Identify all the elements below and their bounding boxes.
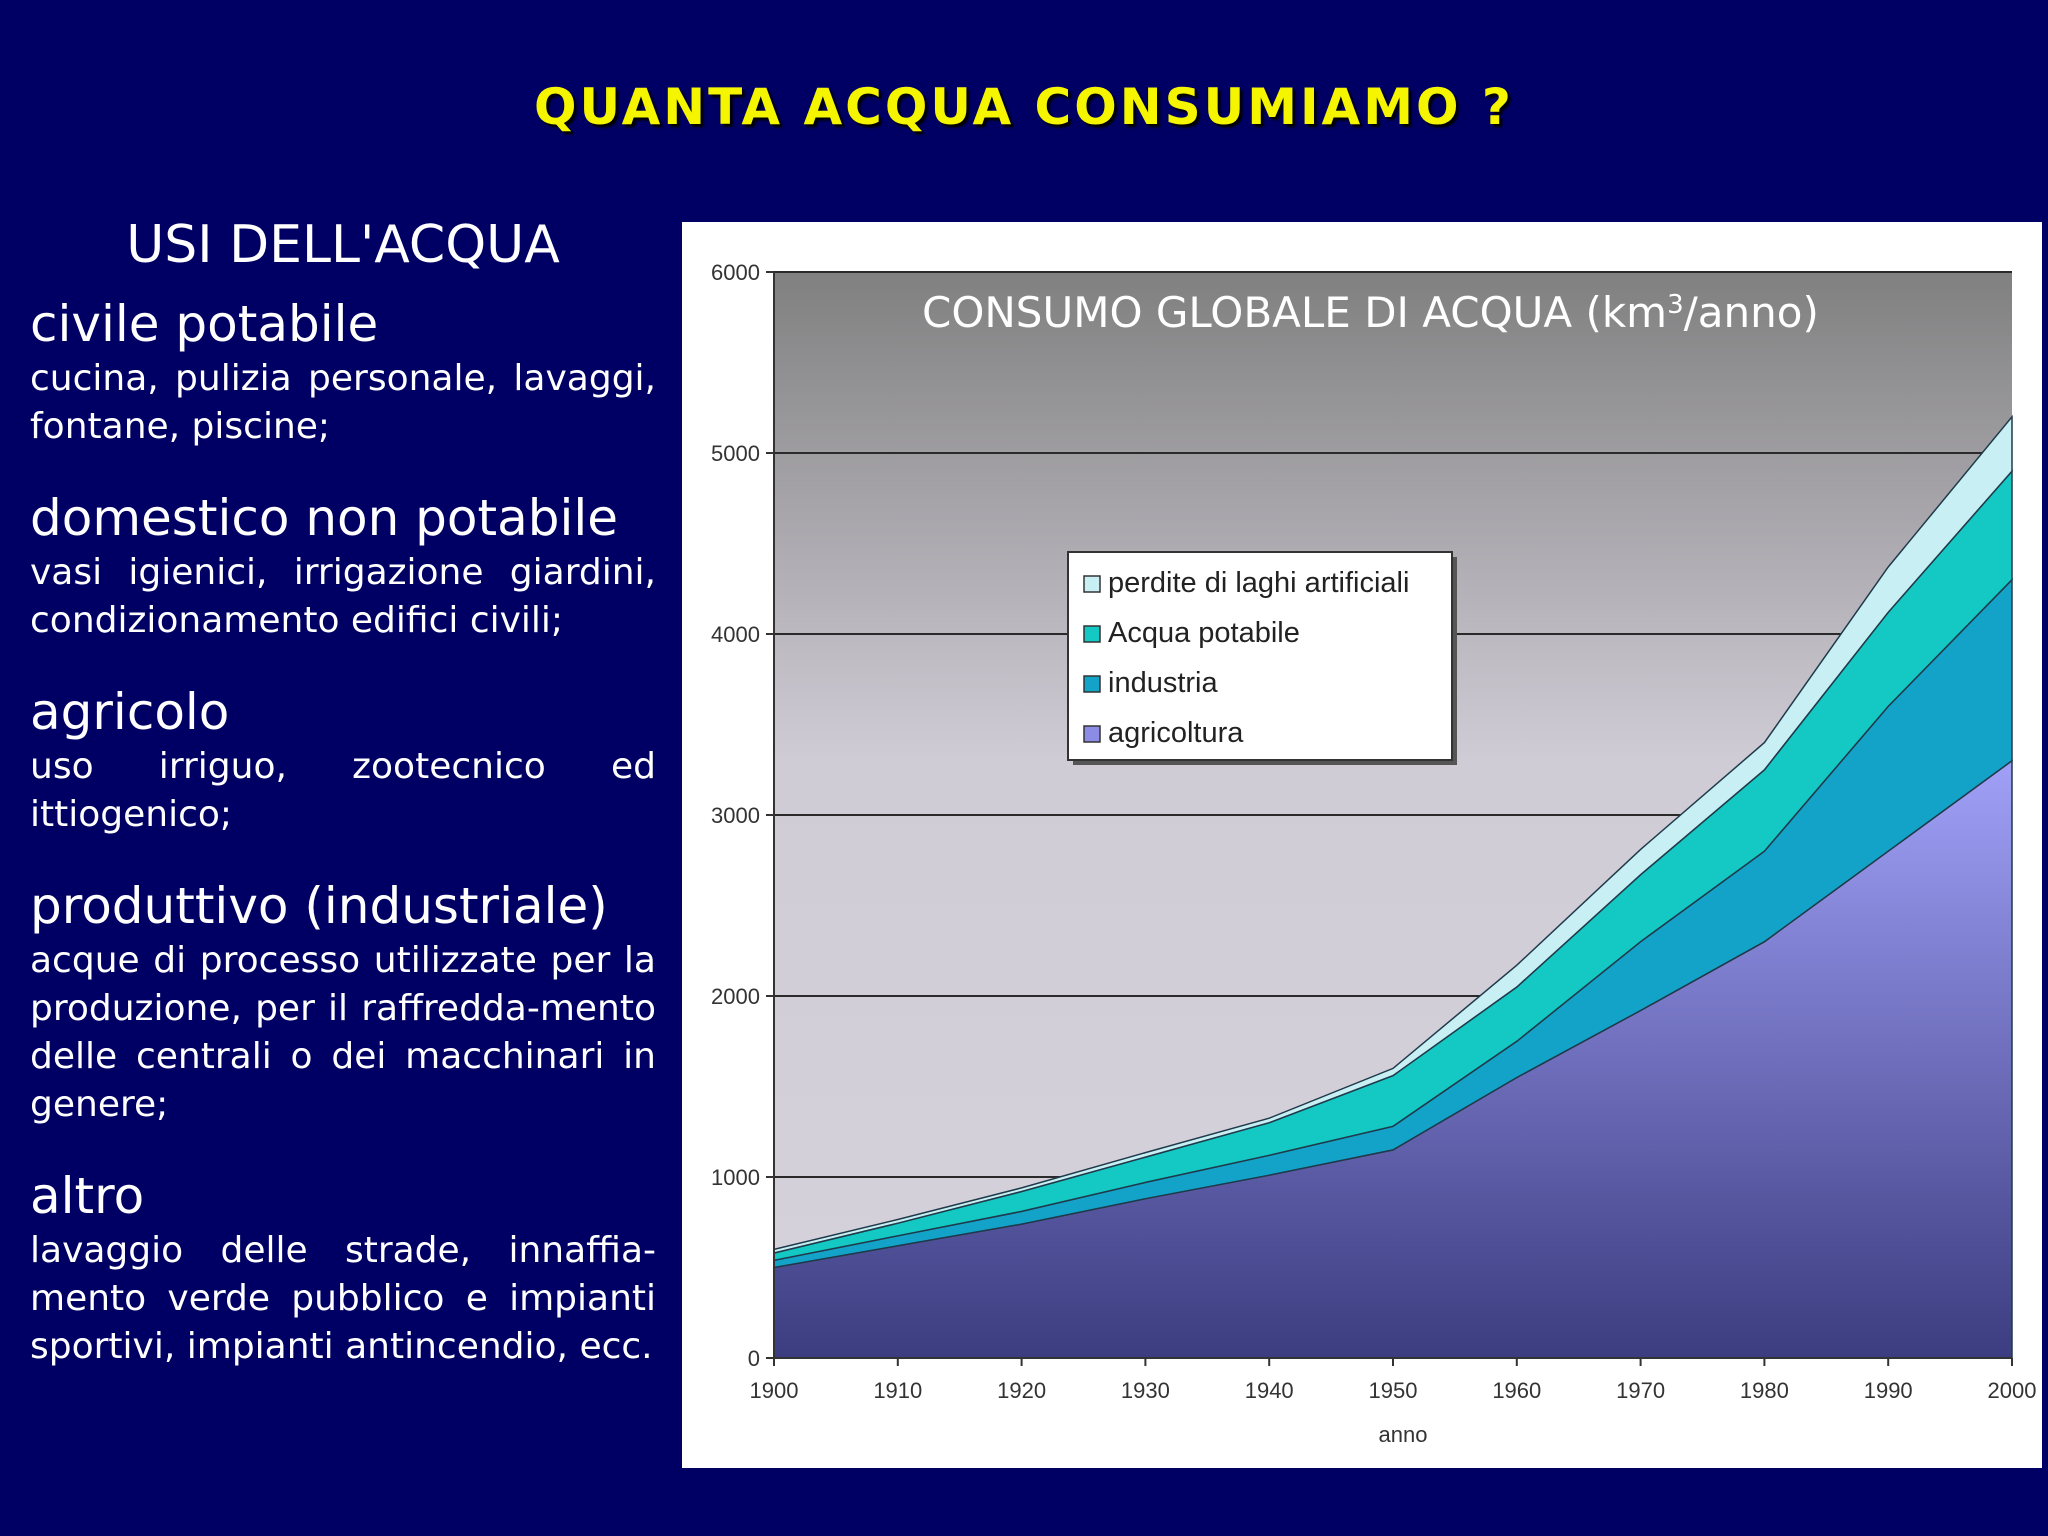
y-tick-label: 3000 bbox=[711, 803, 760, 828]
use-description: uso irriguo, zootecnico ed ittiogenico; bbox=[30, 746, 656, 835]
use-title: produttivo (industriale) bbox=[30, 877, 608, 935]
chart-title: CONSUMO GLOBALE DI ACQUA (km3/anno) bbox=[922, 288, 1819, 337]
axes: 0 1000 2000 3000 4000 5000 6000 1900 1910 1920 193… bbox=[711, 260, 2036, 1403]
legend-label: industria bbox=[1108, 667, 1218, 699]
y-tick-label: 1000 bbox=[711, 1165, 760, 1190]
y-tick-label: 0 bbox=[748, 1346, 760, 1371]
x-axis-title: anno bbox=[1379, 1422, 1428, 1447]
legend-swatch bbox=[1083, 575, 1101, 593]
water-consumption-chart: 0 1000 2000 3000 4000 5000 6000 1900 1910 1920 193… bbox=[711, 260, 2036, 1447]
y-tick-label: 4000 bbox=[711, 622, 760, 647]
chart-panel: 0 1000 2000 3000 4000 5000 6000 1900 1910 1920 193… bbox=[682, 222, 2042, 1468]
legend-label: agricoltura bbox=[1108, 717, 1244, 749]
legend-swatch bbox=[1083, 675, 1101, 693]
x-tick-label: 2000 bbox=[1988, 1378, 2037, 1403]
use-title: agricolo bbox=[30, 683, 230, 741]
chart-legend: perdite di laghi artificiali Acqua potabi… bbox=[1067, 551, 1457, 765]
legend-swatch bbox=[1083, 725, 1101, 743]
water-uses-list: USI DELL'ACQUA civile potabile cucina, p… bbox=[30, 215, 656, 1407]
x-tick-label: 1900 bbox=[750, 1378, 799, 1403]
x-tick-label: 1960 bbox=[1492, 1378, 1541, 1403]
legend-box bbox=[1067, 551, 1453, 761]
use-item-civile: civile potabile cucina, pulizia personal… bbox=[30, 293, 656, 451]
x-tick-label: 1990 bbox=[1864, 1378, 1913, 1403]
x-tick-label: 1950 bbox=[1369, 1378, 1418, 1403]
use-description: acque di processo utilizzate per la prod… bbox=[30, 940, 656, 1125]
x-tick-label: 1980 bbox=[1740, 1378, 1789, 1403]
y-tick-label: 6000 bbox=[711, 260, 760, 285]
use-item-agricolo: agricolo uso irriguo, zootecnico ed itti… bbox=[30, 681, 656, 839]
use-description: lavaggio delle strade, innaffia-mento ve… bbox=[30, 1230, 656, 1367]
use-description: vasi igienici, irrigazione giardini, con… bbox=[30, 552, 656, 641]
y-tick-label: 5000 bbox=[711, 441, 760, 466]
legend-swatch bbox=[1083, 625, 1101, 643]
x-tick-label: 1940 bbox=[1245, 1378, 1294, 1403]
slide-title: QUANTA ACQUA CONSUMIAMO ? bbox=[534, 78, 1514, 136]
use-item-altro: altro lavaggio delle strade, innaffia-me… bbox=[30, 1165, 656, 1371]
legend-label: Acqua potabile bbox=[1108, 617, 1300, 649]
use-title: civile potabile bbox=[30, 295, 379, 353]
x-tick-label: 1920 bbox=[997, 1378, 1046, 1403]
area-perdite-di-laghi-artificiali bbox=[773, 414, 2013, 1254]
use-title: altro bbox=[30, 1167, 145, 1225]
use-description: cucina, pulizia personale, lavaggi, font… bbox=[30, 358, 656, 447]
use-item-produttivo: produttivo (industriale) acque di proces… bbox=[30, 875, 656, 1129]
x-tick-label: 1930 bbox=[1121, 1378, 1170, 1403]
x-tick-label: 1910 bbox=[873, 1378, 922, 1403]
use-item-domestico: domestico non potabile vasi igienici, ir… bbox=[30, 487, 656, 645]
uses-heading: USI DELL'ACQUA bbox=[126, 215, 560, 275]
y-tick-label: 2000 bbox=[711, 984, 760, 1009]
legend-label: perdite di laghi artificiali bbox=[1108, 567, 1409, 599]
x-tick-label: 1970 bbox=[1616, 1378, 1665, 1403]
use-title: domestico non potabile bbox=[30, 489, 619, 547]
